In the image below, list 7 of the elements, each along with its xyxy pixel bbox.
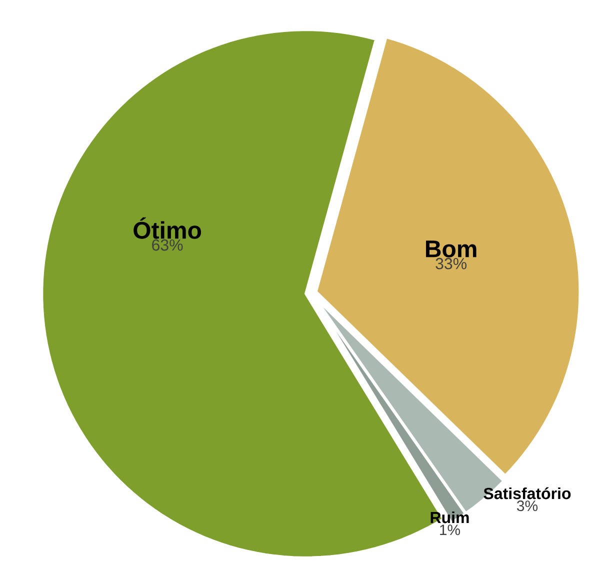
slice-label: Bom <box>426 240 476 258</box>
slice-label: Satisfatório <box>484 487 571 500</box>
data-label: 3% <box>516 500 538 512</box>
slice-label: Ótimo <box>134 217 202 239</box>
data-label: 1% <box>440 524 460 536</box>
data-label: 63% <box>152 239 183 251</box>
data-label: 33% <box>436 258 467 270</box>
